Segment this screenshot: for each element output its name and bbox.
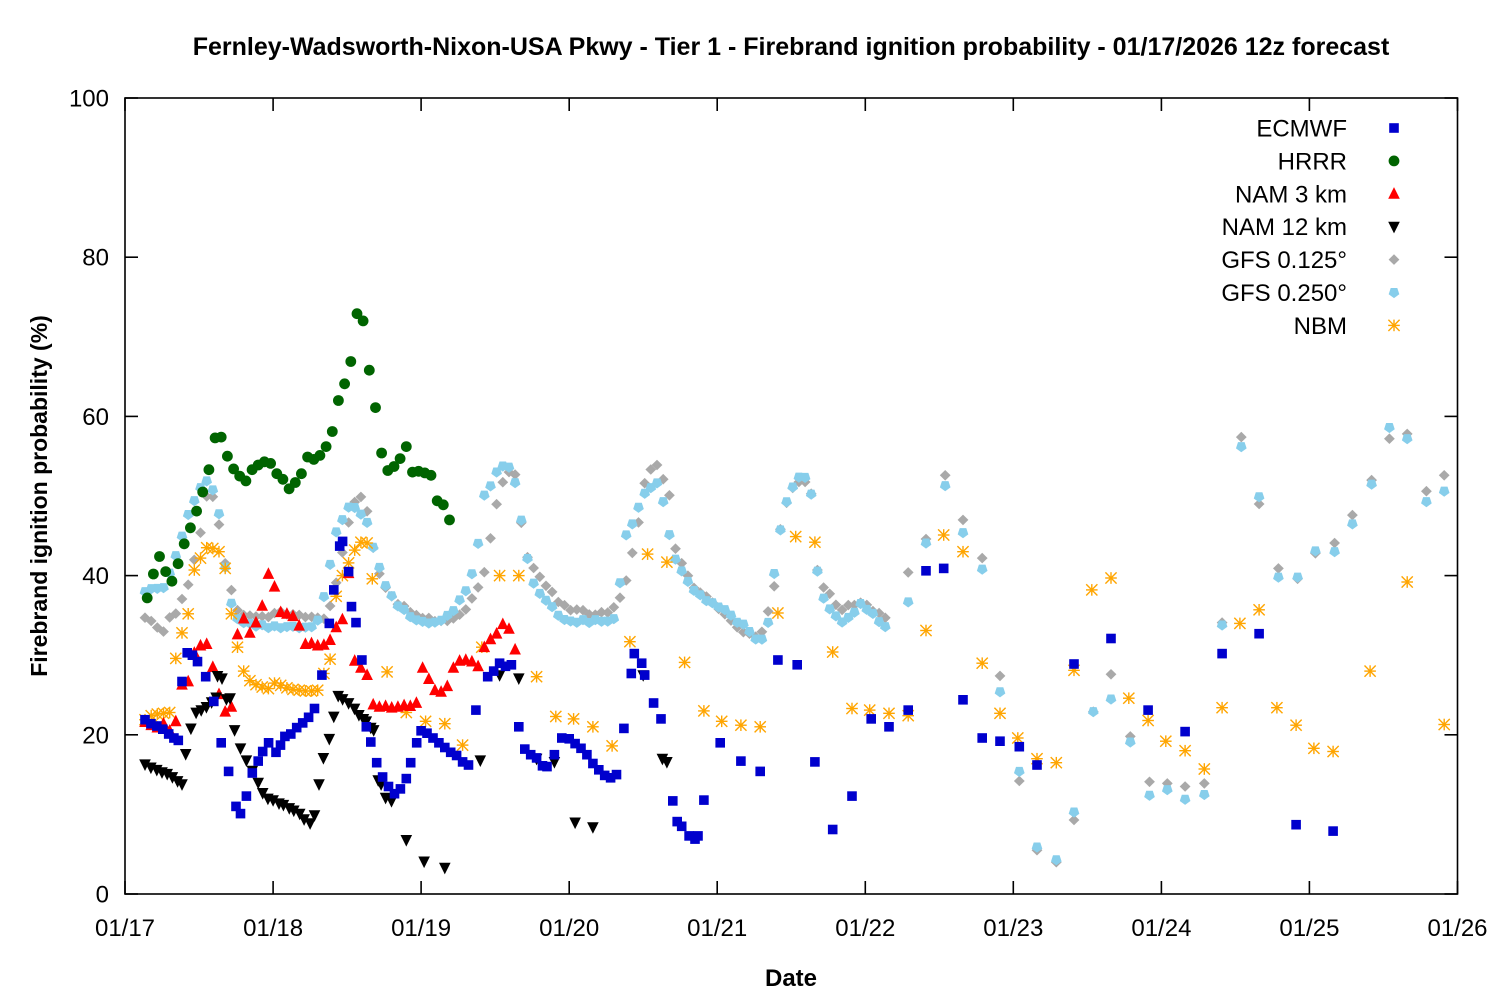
svg-text:NBM: NBM	[1294, 313, 1347, 340]
svg-text:HRRR: HRRR	[1278, 148, 1347, 175]
svg-text:ECMWF: ECMWF	[1256, 116, 1347, 143]
svg-text:Date: Date	[765, 965, 817, 992]
svg-text:60: 60	[82, 404, 109, 431]
svg-text:NAM 3 km: NAM 3 km	[1235, 181, 1347, 208]
svg-text:80: 80	[82, 245, 109, 272]
svg-text:Fernley-Wadsworth-Nixon-USA Pk: Fernley-Wadsworth-Nixon-USA Pkwy - Tier …	[193, 33, 1390, 61]
svg-text:GFS 0.250°: GFS 0.250°	[1221, 280, 1347, 307]
svg-text:01/25: 01/25	[1279, 915, 1339, 942]
svg-text:01/21: 01/21	[687, 915, 747, 942]
svg-text:01/24: 01/24	[1131, 915, 1191, 942]
svg-text:01/26: 01/26	[1427, 915, 1487, 942]
svg-text:01/20: 01/20	[539, 915, 599, 942]
svg-text:01/23: 01/23	[983, 915, 1043, 942]
svg-text:01/22: 01/22	[835, 915, 895, 942]
svg-text:01/17: 01/17	[95, 915, 155, 942]
svg-text:20: 20	[82, 722, 109, 749]
svg-text:NAM 12 km: NAM 12 km	[1222, 214, 1347, 241]
svg-text:40: 40	[82, 563, 109, 590]
svg-text:0: 0	[96, 882, 109, 909]
svg-text:01/18: 01/18	[243, 915, 303, 942]
svg-text:01/19: 01/19	[391, 915, 451, 942]
svg-text:100: 100	[69, 86, 109, 113]
svg-text:Firebrand ignition probability: Firebrand ignition probability (%)	[26, 315, 52, 677]
svg-text:GFS 0.125°: GFS 0.125°	[1221, 247, 1347, 274]
